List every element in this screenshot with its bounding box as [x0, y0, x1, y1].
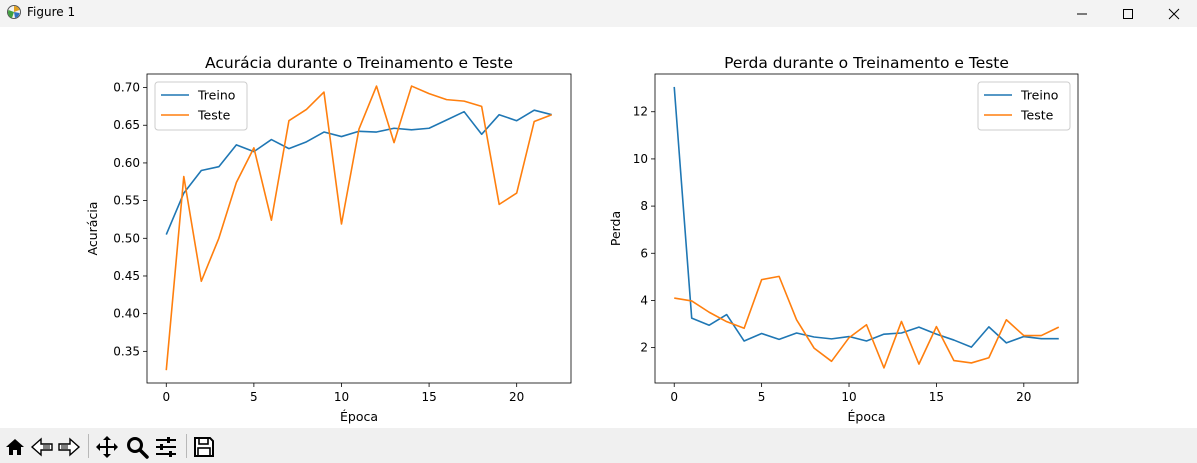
legend-label: Teste [197, 108, 231, 123]
y-axis-label: Acurácia [85, 202, 100, 256]
legend-label: Treino [1020, 88, 1058, 103]
legend-label: Teste [1020, 108, 1054, 123]
x-axis-label: Época [340, 409, 378, 424]
x-tick-label: 20 [509, 390, 524, 404]
forward-arrow-icon[interactable] [57, 435, 81, 459]
x-tick-label: 10 [334, 390, 349, 404]
maximize-icon [1123, 8, 1133, 19]
y-tick-label: 0.70 [113, 81, 140, 95]
y-tick-label: 2 [640, 341, 648, 355]
x-tick-label: 5 [250, 390, 258, 404]
y-tick-label: 0.40 [113, 307, 140, 321]
y-tick-label: 4 [640, 293, 648, 307]
y-axis-label: Perda [608, 211, 623, 246]
minimize-icon [1077, 13, 1087, 14]
x-tick-label: 5 [758, 390, 766, 404]
y-tick-label: 8 [640, 199, 648, 213]
x-tick-label: 10 [841, 390, 856, 404]
legend-label: Treino [197, 88, 235, 103]
x-tick-label: 15 [929, 390, 944, 404]
y-tick-label: 0.60 [113, 156, 140, 170]
window-title: Figure 1 [27, 5, 76, 19]
x-axis-label: Época [847, 409, 885, 424]
series-line-treino [673, 86, 1059, 348]
series-line-teste [674, 275, 1060, 369]
configure-subplots-icon[interactable] [154, 435, 178, 459]
x-tick-label: 20 [1016, 390, 1031, 404]
y-tick-label: 0.65 [113, 118, 140, 132]
zoom-icon[interactable] [125, 435, 149, 459]
save-icon[interactable] [192, 435, 216, 459]
chart-title: Perda durante o Treinamento e Teste [724, 54, 1009, 72]
legend-box [154, 81, 248, 131]
x-tick-label: 0 [162, 390, 170, 404]
matplotlib-icon [7, 5, 21, 19]
figure-svg: Acurácia durante o Treinamento e Teste 0 5… [85, 54, 1079, 424]
toolbar-separator [186, 434, 187, 458]
y-tick-label: 0.35 [113, 344, 140, 358]
y-tick-label: 0.50 [113, 231, 140, 245]
navigation-toolbar [0, 428, 1197, 463]
toolbar-separator [88, 434, 89, 458]
legend-box [977, 81, 1071, 131]
back-arrow-icon[interactable] [30, 435, 54, 459]
y-tick-label: 0.55 [113, 194, 140, 208]
pan-icon[interactable] [95, 435, 119, 459]
home-icon[interactable] [3, 435, 27, 459]
window-title-bar: Figure 1 [0, 0, 1197, 27]
figure-canvas[interactable]: Acurácia durante o Treinamento e Teste 0 5… [0, 27, 1197, 428]
close-button[interactable] [1151, 0, 1197, 27]
x-tick-label: 15 [421, 390, 436, 404]
maximize-button[interactable] [1105, 0, 1151, 27]
y-tick-label: 6 [640, 246, 648, 260]
series-line-teste [165, 85, 553, 371]
minimize-button[interactable] [1059, 0, 1105, 27]
y-tick-label: 12 [633, 105, 648, 119]
chart-title: Acurácia durante o Treinamento e Teste [205, 54, 513, 72]
y-tick-label: 10 [633, 152, 648, 166]
close-icon [1168, 8, 1180, 19]
y-tick-label: 0.45 [113, 269, 140, 283]
x-tick-label: 0 [670, 390, 678, 404]
